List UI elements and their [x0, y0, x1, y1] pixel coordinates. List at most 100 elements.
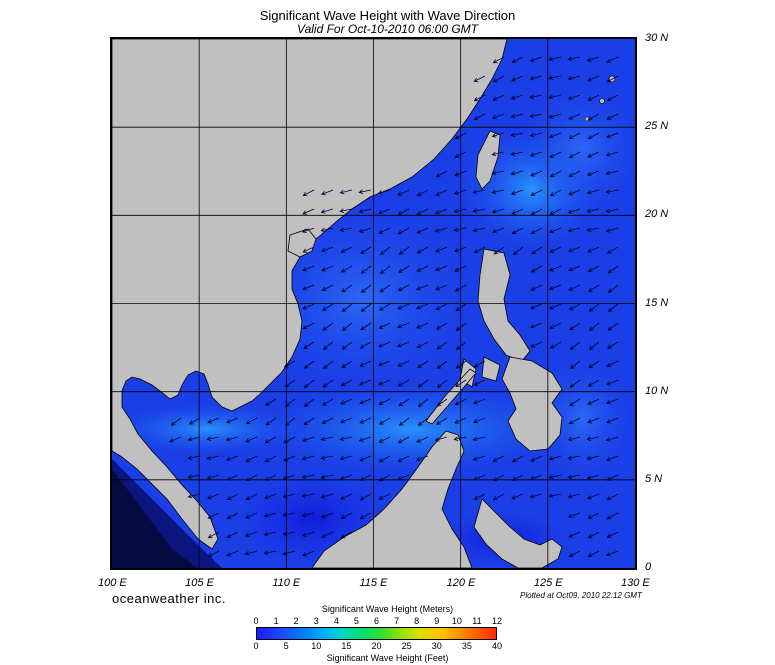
- wave-direction-arrow: [454, 284, 467, 292]
- longitude-label: 115 E: [359, 577, 388, 589]
- wave-direction-arrow: [321, 246, 334, 253]
- wave-direction-arrow: [435, 246, 448, 253]
- wave-direction-arrow: [605, 189, 619, 194]
- wave-direction-arrow: [397, 189, 410, 196]
- wave-direction-arrow: [378, 398, 391, 405]
- land-borneo: [311, 430, 473, 568]
- wave-direction-arrow: [606, 56, 619, 63]
- wave-direction-arrow: [453, 208, 467, 214]
- wave-direction-arrow: [550, 341, 562, 349]
- wave-direction-arrow: [530, 227, 543, 235]
- wave-direction-arrow: [586, 170, 600, 177]
- island-ryukyu-2: [599, 98, 605, 104]
- wave-direction-arrow: [225, 455, 239, 462]
- wave-direction-arrow: [341, 284, 353, 293]
- wave-direction-arrow: [473, 113, 486, 121]
- wave-direction-arrow: [282, 531, 296, 537]
- wave-direction-arrow: [265, 398, 277, 406]
- wave-direction-arrow: [473, 493, 486, 500]
- wave-direction-arrow: [436, 417, 448, 425]
- wave-direction-arrow: [320, 493, 334, 499]
- wave-direction-arrow: [320, 436, 334, 442]
- wave-direction-arrow: [320, 455, 334, 460]
- wave-direction-arrow: [282, 550, 296, 556]
- wave-direction-arrow: [187, 493, 201, 499]
- land-sulawesi: [473, 498, 563, 568]
- scale-ticks-feet: 0 5 10 15 20 25 30 35 40: [250, 641, 502, 653]
- wave-direction-arrow: [187, 455, 201, 461]
- wave-direction-arrow: [530, 170, 543, 177]
- wave-direction-arrow: [587, 265, 600, 273]
- latitude-label: 20 N: [645, 208, 669, 221]
- wave-direction-arrow: [320, 474, 334, 480]
- wave-direction-arrow: [263, 531, 277, 537]
- wave-direction-arrow: [454, 246, 467, 253]
- wave-direction-arrow: [587, 531, 600, 539]
- wave-direction-arrow: [207, 550, 220, 558]
- wave-direction-arrow: [340, 379, 353, 387]
- wave-direction-arrow: [284, 417, 296, 426]
- scale-tick-label: 15: [341, 641, 352, 651]
- wave-direction-arrow: [378, 322, 391, 329]
- wave-direction-arrow: [473, 94, 486, 102]
- wave-direction-arrow: [607, 246, 619, 254]
- wave-direction-arrow: [416, 189, 429, 197]
- wave-direction-arrow: [454, 170, 467, 177]
- wave-direction-arrow: [360, 265, 372, 274]
- wave-direction-arrow: [226, 474, 239, 481]
- wave-direction-arrow: [606, 94, 619, 102]
- wave-direction-arrow: [530, 303, 543, 310]
- wave-direction-arrow: [568, 531, 581, 538]
- wave-direction-arrow: [472, 455, 486, 461]
- wave-direction-arrow: [548, 493, 562, 498]
- wave-direction-arrow: [492, 75, 505, 83]
- wave-direction-arrow: [455, 341, 467, 350]
- wave-direction-arrow: [455, 322, 467, 331]
- wave-direction-arrow: [264, 474, 277, 481]
- wave-direction-arrow: [416, 265, 429, 272]
- wave-direction-arrow: [511, 474, 524, 481]
- wave-direction-arrow: [492, 455, 505, 462]
- wave-direction-arrow: [398, 398, 410, 407]
- wave-direction-arrow: [473, 75, 486, 82]
- wave-direction-arrow: [302, 550, 315, 557]
- wave-direction-arrow: [472, 208, 486, 213]
- wave-direction-arrow: [472, 227, 486, 233]
- wave-direction-arrow: [303, 417, 315, 426]
- scale-title-feet: Significant Wave Height (Feet): [326, 653, 449, 663]
- wave-direction-arrow: [567, 227, 581, 233]
- wave-direction-arrow: [416, 208, 429, 216]
- wave-direction-arrow: [606, 75, 619, 83]
- wave-direction-arrow: [436, 360, 448, 369]
- wave-direction-arrow: [586, 56, 600, 62]
- land-luzon: [477, 248, 531, 362]
- wave-direction-arrow: [397, 379, 410, 387]
- wave-direction-arrow: [359, 360, 372, 367]
- wave-direction-arrow: [339, 208, 353, 213]
- wave-direction-arrow: [301, 436, 315, 443]
- wave-direction-arrow: [530, 284, 543, 291]
- wave-direction-arrow: [549, 189, 562, 197]
- wave-direction-arrow: [606, 455, 619, 462]
- wave-direction-arrow: [531, 246, 543, 255]
- wave-direction-arrow: [453, 436, 467, 441]
- wave-direction-arrow: [492, 94, 505, 101]
- wave-direction-arrow: [549, 303, 562, 310]
- wave-direction-arrow: [473, 474, 486, 481]
- wave-direction-arrow: [530, 455, 543, 462]
- wave-direction-arrow: [244, 550, 258, 556]
- wave-direction-arrow: [341, 341, 353, 350]
- wave-direction-arrow: [567, 75, 581, 81]
- wave-direction-arrow: [322, 341, 334, 350]
- wave-direction-arrow: [455, 379, 467, 387]
- wave-direction-arrow: [263, 550, 277, 555]
- scale-tick-label: 5: [283, 641, 289, 651]
- wave-direction-arrow: [206, 455, 220, 461]
- wave-direction-arrow: [302, 303, 315, 310]
- wave-direction-arrow: [397, 360, 410, 367]
- wave-direction-arrow: [511, 455, 524, 463]
- wave-direction-arrow: [492, 56, 505, 64]
- wave-direction-arrow: [282, 474, 296, 480]
- wave-direction-arrow: [491, 208, 505, 214]
- wave-direction-arrow: [416, 303, 429, 310]
